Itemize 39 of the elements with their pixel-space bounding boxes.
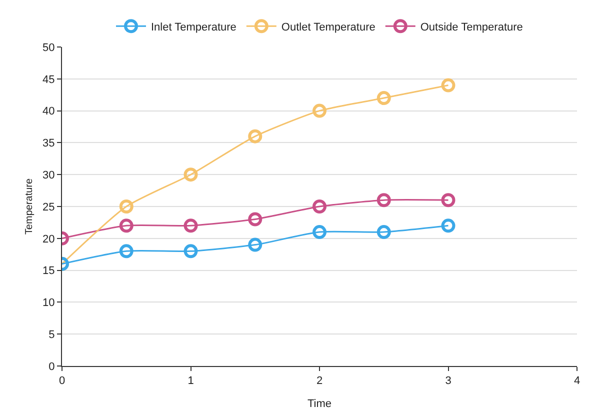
y-tick-label: 20 (42, 233, 55, 246)
y-tick-label: 15 (42, 265, 55, 278)
y-tick-label: 45 (42, 74, 55, 86)
point (184, 218, 198, 233)
point (119, 200, 134, 214)
point (184, 168, 198, 182)
legend-label: Outside Temperature (420, 21, 523, 34)
point (248, 212, 262, 226)
point (441, 193, 456, 208)
y-tick-label: 10 (42, 297, 55, 310)
y-tick-label: 35 (42, 138, 55, 150)
y-tick-label: 5 (48, 328, 55, 341)
y-tick-label: 25 (42, 201, 55, 214)
x-tick-label: 2 (316, 375, 323, 388)
y-axis-title: Temperature (24, 178, 35, 235)
y-tick-label: 0 (48, 360, 55, 373)
point (312, 104, 326, 118)
y-tick-label: 40 (42, 106, 55, 118)
x-tick-label: 1 (188, 375, 194, 388)
x-tick-label: 0 (58, 375, 66, 388)
point (119, 244, 134, 258)
point (248, 238, 262, 252)
x-tick-label: 4 (574, 375, 580, 388)
point (312, 225, 326, 240)
legend-label: Outlet Temperature (281, 21, 376, 34)
legend-label: Inlet Temperature (151, 21, 236, 34)
x-axis-title: Time (307, 398, 332, 410)
point (441, 78, 456, 92)
point (184, 244, 198, 258)
x-tick-label: 3 (445, 375, 452, 388)
point (312, 200, 326, 214)
y-tick-label: 50 (42, 42, 55, 54)
point (441, 218, 456, 233)
y-tick-label: 30 (42, 169, 55, 182)
point (119, 218, 134, 233)
point (248, 129, 262, 144)
point (376, 91, 391, 106)
point (376, 193, 391, 208)
point (376, 225, 391, 240)
